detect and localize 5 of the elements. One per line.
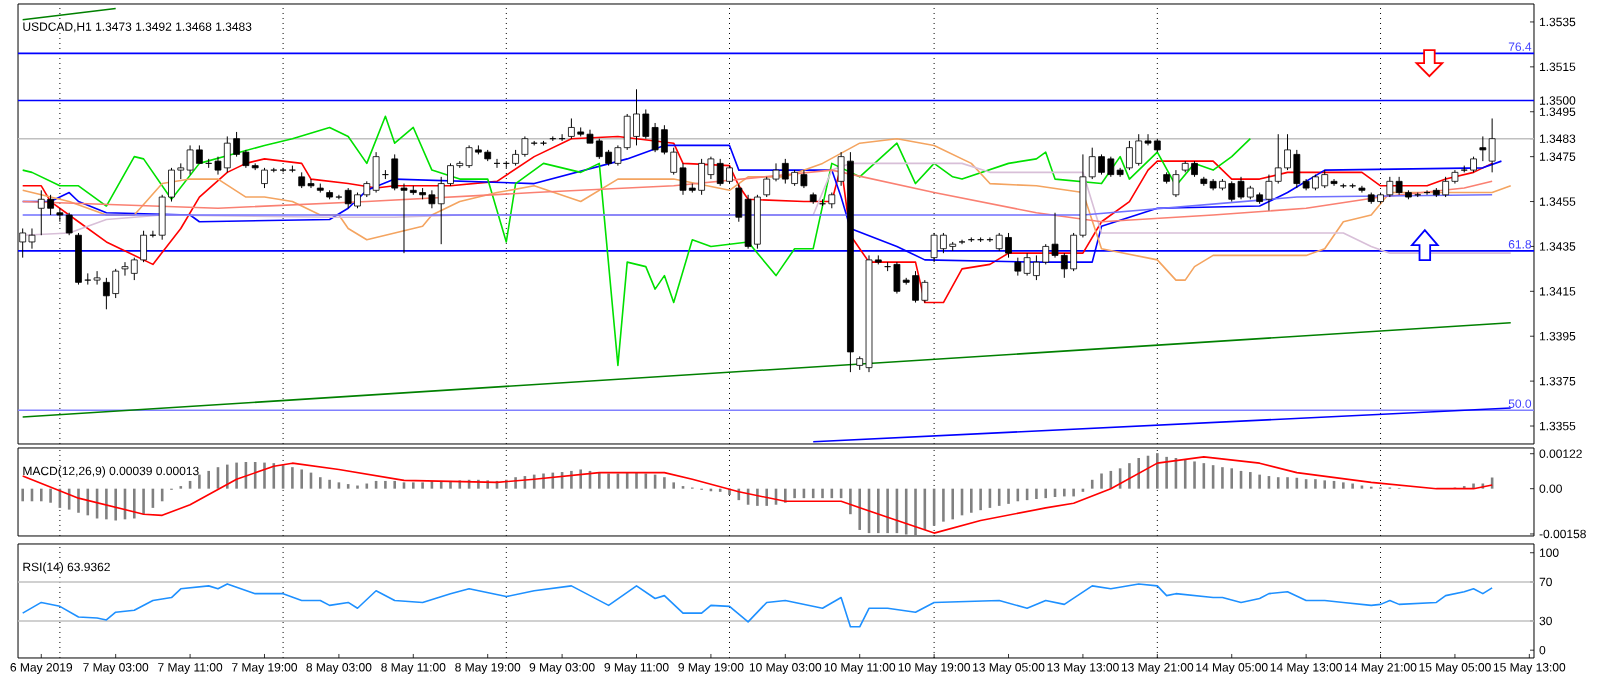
line-series: [21, 456, 1493, 534]
candlestick: [93, 270, 101, 286]
candlestick: [958, 239, 966, 245]
line-series: [21, 169, 1493, 223]
line-series: [21, 115, 1252, 367]
